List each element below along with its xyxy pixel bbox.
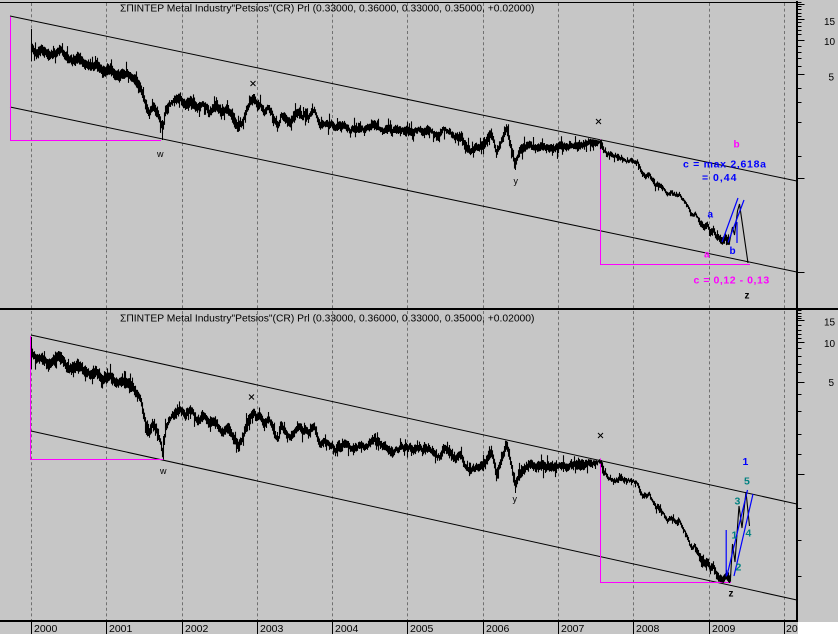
svg-text:z: z bbox=[745, 291, 750, 302]
svg-text:2001: 2001 bbox=[109, 623, 133, 634]
svg-text:15: 15 bbox=[824, 318, 836, 329]
svg-text:ΣΠΙΝΤΕΡ Metal Industry"Petsios: ΣΠΙΝΤΕΡ Metal Industry"Petsios"(CR) Prl … bbox=[120, 314, 534, 325]
svg-text:w: w bbox=[159, 466, 167, 476]
svg-text:2009: 2009 bbox=[712, 623, 736, 634]
svg-text:a: a bbox=[704, 250, 710, 261]
svg-text:4: 4 bbox=[746, 528, 752, 540]
svg-text:2007: 2007 bbox=[561, 623, 585, 634]
svg-text:20: 20 bbox=[786, 623, 798, 634]
svg-text:z: z bbox=[729, 589, 734, 600]
svg-text:ΣΠΙΝΤΕΡ Metal Industry"Petsios: ΣΠΙΝΤΕΡ Metal Industry"Petsios"(CR) Prl … bbox=[120, 4, 534, 15]
svg-text:= 0,44: = 0,44 bbox=[702, 172, 738, 184]
svg-text:c = 0,12 - 0,13: c = 0,12 - 0,13 bbox=[694, 275, 770, 287]
svg-text:1: 1 bbox=[743, 456, 749, 468]
svg-text:2006: 2006 bbox=[486, 623, 510, 634]
svg-text:5: 5 bbox=[829, 378, 835, 389]
svg-text:2002: 2002 bbox=[185, 623, 209, 634]
svg-text:10: 10 bbox=[824, 339, 836, 350]
svg-text:y: y bbox=[514, 176, 519, 186]
svg-text:2000: 2000 bbox=[34, 623, 58, 634]
svg-text:2004: 2004 bbox=[335, 623, 359, 634]
svg-text:b: b bbox=[734, 140, 740, 151]
svg-text:c = max 2,618a: c = max 2,618a bbox=[683, 159, 767, 171]
svg-text:2005: 2005 bbox=[410, 623, 434, 634]
svg-text:5: 5 bbox=[829, 73, 835, 84]
svg-text:5: 5 bbox=[744, 476, 750, 488]
svg-text:b: b bbox=[730, 246, 736, 257]
svg-text:15: 15 bbox=[824, 17, 836, 28]
svg-text:1: 1 bbox=[732, 530, 738, 542]
svg-text:3: 3 bbox=[735, 496, 741, 508]
svg-text:w: w bbox=[156, 149, 164, 159]
svg-text:2003: 2003 bbox=[260, 623, 284, 634]
svg-text:10: 10 bbox=[824, 37, 836, 48]
svg-text:2008: 2008 bbox=[636, 623, 660, 634]
svg-text:2: 2 bbox=[736, 562, 742, 574]
svg-text:y: y bbox=[513, 494, 518, 504]
svg-text:a: a bbox=[708, 210, 714, 221]
